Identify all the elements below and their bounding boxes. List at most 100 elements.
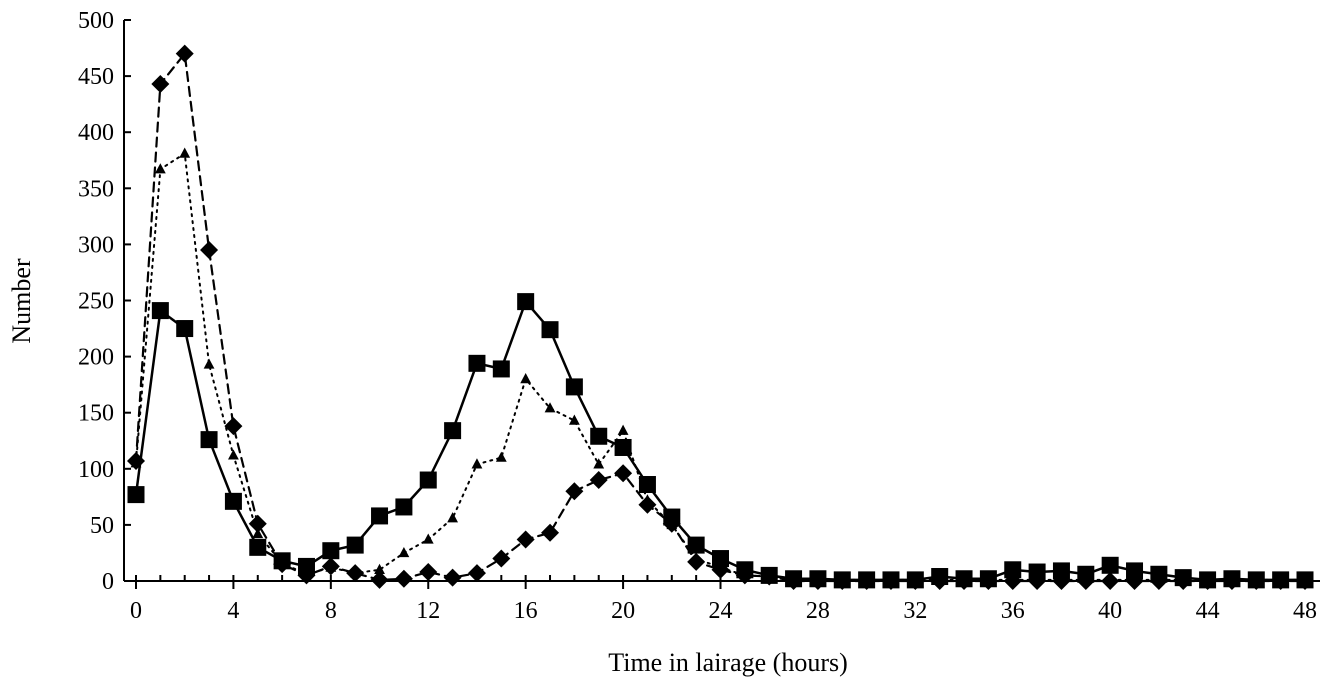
data-point-diamond	[589, 471, 608, 490]
data-point-diamond	[516, 530, 535, 549]
y-tick-label: 0	[102, 569, 114, 595]
x-tick-label: 4	[227, 598, 239, 624]
y-axis-ticks: 0 50 100 150 200 250 300 350 400 450 500	[78, 8, 131, 595]
x-axis-title: Time in lairage (hours)	[608, 648, 848, 677]
y-tick-label: 450	[78, 64, 114, 90]
data-point-triangle	[374, 563, 385, 574]
data-point-square	[371, 507, 389, 525]
x-tick-label: 32	[903, 598, 927, 624]
x-tick-label: 20	[611, 598, 635, 624]
x-tick-label: 0	[130, 598, 142, 624]
x-tick-label: 16	[514, 598, 538, 624]
data-point-diamond	[1125, 572, 1144, 590]
x-tick-label: 8	[325, 598, 337, 624]
y-tick-label: 350	[78, 176, 114, 202]
data-point-diamond	[1198, 572, 1217, 590]
data-point-square	[468, 354, 486, 372]
data-point-diamond	[1003, 572, 1022, 590]
data-point-diamond	[687, 552, 706, 571]
data-point-diamond	[1101, 572, 1120, 590]
data-point-square	[249, 538, 267, 556]
data-point-triangle	[617, 424, 629, 435]
data-point-square	[590, 427, 608, 445]
data-point-diamond	[979, 572, 998, 590]
data-point-triangle	[593, 458, 605, 469]
data-point-diamond	[443, 568, 462, 587]
data-point-square	[541, 321, 559, 339]
data-point-square	[200, 431, 218, 449]
y-tick-label: 300	[78, 232, 114, 258]
data-point-square	[444, 422, 462, 440]
series-line-diamond	[134, 52, 1307, 583]
data-point-diamond	[1296, 572, 1314, 590]
data-point-diamond	[370, 570, 389, 589]
data-point-diamond	[662, 514, 681, 533]
data-point-diamond	[638, 495, 657, 514]
y-axis-title: Number	[7, 258, 36, 344]
data-point-diamond	[808, 572, 827, 590]
data-point-diamond	[833, 572, 852, 590]
data-point-triangle	[520, 373, 532, 384]
data-point-square	[1126, 562, 1144, 580]
data-point-square	[712, 550, 729, 568]
data-point-diamond	[492, 549, 511, 568]
data-point-triangle	[228, 449, 239, 460]
x-tick-label: 40	[1098, 598, 1122, 624]
data-point-diamond	[224, 417, 243, 436]
data-point-diamond	[321, 557, 340, 576]
data-point-diamond	[541, 523, 560, 542]
data-point-square	[176, 320, 194, 338]
data-point-triangle	[422, 533, 434, 544]
data-point-diamond	[175, 44, 194, 63]
data-point-diamond	[346, 564, 365, 583]
y-tick-label: 200	[78, 345, 114, 371]
data-point-square	[322, 542, 340, 560]
y-tick-label: 250	[78, 289, 114, 315]
data-point-diamond	[1052, 572, 1071, 590]
data-point-diamond	[419, 563, 438, 582]
data-point-diamond	[297, 566, 316, 585]
data-point-diamond	[711, 560, 730, 579]
data-point-diamond	[1247, 572, 1266, 590]
data-point-diamond	[857, 572, 876, 590]
data-point-square	[1004, 561, 1022, 579]
data-point-diamond	[394, 569, 413, 588]
data-point-square	[419, 471, 437, 489]
x-tick-label: 48	[1293, 598, 1317, 624]
data-point-diamond	[735, 566, 754, 585]
data-point-triangle	[568, 414, 580, 425]
data-point-triangle	[154, 163, 166, 174]
data-point-diamond	[565, 482, 584, 501]
data-point-square	[565, 378, 583, 396]
data-point-square	[614, 438, 632, 456]
data-point-triangle	[471, 458, 483, 469]
data-point-diamond	[614, 464, 633, 483]
x-tick-label: 24	[709, 598, 733, 624]
series-diamond	[127, 44, 1314, 590]
y-tick-label: 150	[78, 401, 114, 427]
data-point-square	[395, 498, 413, 516]
data-point-triangle	[398, 546, 410, 558]
data-point-diamond	[467, 564, 486, 583]
data-point-square	[638, 476, 656, 494]
data-point-square	[517, 293, 535, 311]
data-point-diamond	[1174, 572, 1193, 590]
data-point-square	[1101, 556, 1119, 574]
data-point-square	[224, 492, 242, 510]
data-point-diamond	[273, 555, 292, 574]
series-square	[127, 293, 1314, 589]
data-point-square	[492, 360, 510, 378]
y-tick-label: 400	[78, 120, 114, 146]
data-point-square	[127, 486, 145, 504]
data-point-diamond	[127, 451, 145, 470]
data-point-diamond	[760, 567, 779, 586]
data-point-diamond	[1028, 572, 1047, 590]
series-triangle	[130, 147, 1311, 585]
y-tick-label: 50	[90, 513, 114, 539]
data-point-diamond	[1149, 572, 1168, 590]
data-point-triangle	[447, 512, 459, 523]
data-point-diamond	[1271, 572, 1290, 590]
data-point-square	[1052, 562, 1070, 580]
data-point-triangle	[252, 527, 264, 539]
